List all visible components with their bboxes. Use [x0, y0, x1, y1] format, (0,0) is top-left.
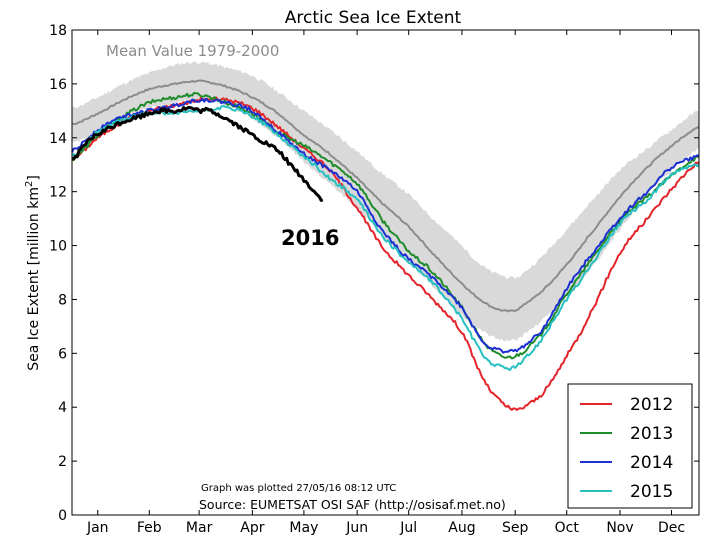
mean-line-layer — [71, 79, 700, 313]
y-tick-label: 2 — [58, 454, 67, 470]
series-line-2014 — [71, 97, 700, 354]
x-tick-label-dec: Dec — [658, 520, 685, 536]
legend-items: 2012 2013 2014 2015 — [580, 395, 673, 502]
x-tick-label-may: May — [289, 520, 318, 536]
series-line-2016 — [71, 105, 324, 202]
y-tick-label: 8 — [58, 292, 67, 308]
legend: 2012 2013 2014 2015 — [567, 383, 693, 509]
y-tick-label: 4 — [58, 400, 67, 416]
mean-range-area — [72, 61, 699, 342]
x-tick-label-oct: Oct — [555, 520, 580, 536]
chart-title: Arctic Sea Ice Extent — [285, 8, 462, 28]
legend-label-2013: 2013 — [630, 424, 673, 444]
y-axis-label: Sea Ice Extent [million km2] — [24, 175, 42, 371]
y-axis-ticks: 0 2 4 6 8 10 12 14 16 18 — [49, 23, 699, 524]
legend-label-2012: 2012 — [630, 395, 673, 415]
x-tick-label-jan: Jan — [86, 520, 109, 536]
y-axis-label-superscript: 2 — [24, 181, 35, 187]
legend-label-2014: 2014 — [630, 453, 673, 473]
plotted-date-note: Graph was plotted 27/05/16 08:12 UTC — [201, 483, 396, 494]
x-tick-label-jun: Jun — [345, 520, 368, 536]
y-tick-label: 10 — [49, 239, 67, 255]
x-tick-label-feb: Feb — [137, 520, 162, 536]
x-tick-label-apr: Apr — [240, 520, 264, 536]
y-tick-label: 18 — [49, 23, 67, 39]
x-tick-label-aug: Aug — [448, 520, 475, 536]
y-tick-label: 0 — [58, 508, 67, 524]
x-tick-label-nov: Nov — [606, 520, 633, 536]
x-tick-label-jul: Jul — [399, 520, 417, 536]
series-line-2012 — [71, 96, 700, 411]
current-year-label: 2016 — [281, 226, 339, 250]
source-note: Source: EUMETSAT OSI SAF (http://osisaf.… — [199, 497, 506, 512]
y-tick-label: 6 — [58, 346, 67, 362]
x-tick-label-mar: Mar — [186, 520, 213, 536]
x-tick-label-sep: Sep — [502, 520, 529, 536]
mean-series-label: Mean Value 1979-2000 — [106, 42, 279, 60]
legend-label-2015: 2015 — [630, 482, 673, 502]
series-lines — [71, 91, 700, 411]
mean-line — [71, 79, 700, 313]
current-year-line-layer — [71, 105, 324, 202]
x-axis-ticks: Jan Feb Mar Apr May Jun Jul Aug Sep Oct Nov Dec — [86, 30, 685, 536]
plot-frame — [71, 29, 700, 516]
series-line-2013 — [71, 91, 699, 360]
mean-range-band — [72, 61, 699, 342]
y-tick-label: 14 — [49, 131, 67, 147]
y-tick-label: 16 — [49, 77, 67, 93]
y-tick-label: 12 — [49, 185, 67, 201]
